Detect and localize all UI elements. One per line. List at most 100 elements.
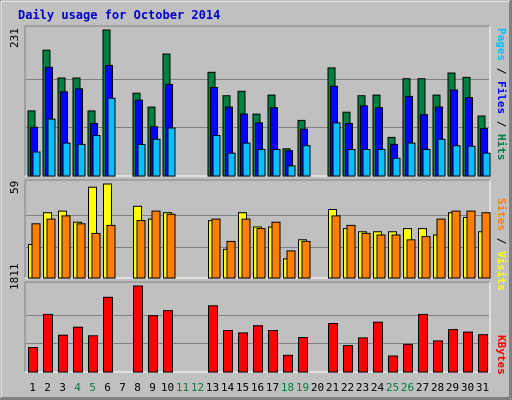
- kbytes-bar: [388, 355, 398, 373]
- day-label: 2: [44, 381, 51, 394]
- legend-separator: /: [495, 114, 508, 134]
- day-label: 11: [176, 381, 189, 394]
- sites-bar: [391, 234, 401, 279]
- pages-bar: [332, 122, 341, 177]
- day-label: 4: [74, 381, 81, 394]
- sites-bar: [421, 236, 431, 279]
- legend-hits: Hits: [495, 134, 508, 161]
- sites-bar: [481, 212, 491, 279]
- day-label: 14: [221, 381, 235, 394]
- kbytes-bar: [403, 343, 413, 373]
- kbytes-bar: [253, 325, 263, 373]
- sites-bar: [376, 234, 386, 279]
- kbytes-bar: [343, 345, 353, 373]
- sites-bar: [466, 210, 476, 279]
- kbytes-bar: [268, 330, 278, 373]
- kbytes-bar: [238, 332, 248, 373]
- pages-bar: [422, 149, 431, 177]
- day-label: 21: [326, 381, 339, 394]
- sites-bar: [136, 220, 146, 279]
- sites-bar: [91, 232, 101, 279]
- sites-bar: [151, 210, 161, 279]
- pages-bar: [212, 135, 221, 177]
- day-label: 16: [251, 381, 264, 394]
- kbytes-bar: [448, 329, 458, 373]
- sites-bar: [46, 218, 56, 279]
- day-label: 5: [89, 381, 96, 394]
- sites-bar: [451, 210, 461, 279]
- hits-files-pages-panel: [24, 25, 491, 177]
- sites-bar: [106, 224, 116, 279]
- sites-bar: [256, 228, 266, 279]
- sites-bar: [226, 240, 236, 279]
- day-label: 27: [416, 381, 429, 394]
- pages-bar: [167, 127, 176, 177]
- legend-separator: /: [495, 231, 508, 251]
- legend-files: Files: [495, 81, 508, 115]
- day-label: 6: [104, 381, 111, 394]
- pages-bar: [467, 145, 476, 177]
- legend-kbytes: KBytes: [495, 335, 508, 375]
- pages-bar: [377, 149, 386, 177]
- day-label: 30: [461, 381, 474, 394]
- day-label: 3: [59, 381, 66, 394]
- pages-bar: [287, 165, 296, 177]
- day-label: 15: [236, 381, 249, 394]
- sites-bar: [166, 213, 176, 279]
- kbytes-bar: [58, 334, 68, 373]
- kbytes-bar: [418, 313, 428, 373]
- kbytes-bar: [223, 330, 233, 373]
- legend-sites-visits: Sites / Visits: [495, 198, 508, 291]
- visits-sites-panel: [24, 179, 491, 279]
- legend-hits-files-pages: Pages / Files / Hits: [495, 28, 508, 161]
- pages-bar: [392, 157, 401, 177]
- day-label: 1: [29, 381, 36, 394]
- pages-bar: [32, 151, 41, 177]
- kbytes-bar: [28, 347, 38, 373]
- sites-bar: [61, 215, 71, 279]
- day-label: 7: [119, 381, 126, 394]
- pages-bar: [347, 149, 356, 177]
- legend-kbytes-label: KBytes: [495, 335, 508, 375]
- kbytes-axis-max-label: 1811: [8, 263, 21, 291]
- day-label: 8: [134, 381, 141, 394]
- kbytes-bar: [328, 323, 338, 373]
- day-label: 29: [446, 381, 459, 394]
- pages-bar: [407, 142, 416, 177]
- sites-bar: [331, 215, 341, 279]
- day-axis-labels: 1 2 3 4 5 6 7 8 9 10 11 12 13 14 15 16 17 18 19 20 21 22 23 24 2…: [29, 381, 489, 394]
- pages-bar: [77, 143, 86, 177]
- pages-bar: [437, 138, 446, 177]
- pages-bar: [272, 149, 281, 177]
- kbytes-bar: [283, 354, 293, 373]
- pages-bar: [92, 135, 101, 177]
- pages-bar: [452, 145, 461, 177]
- legend-visits: Visits: [495, 251, 508, 291]
- day-label: 24: [371, 381, 385, 394]
- kbytes-bar: [298, 337, 308, 373]
- kbytes-panel: [24, 281, 491, 373]
- day-label: 12: [191, 381, 204, 394]
- sites-bar: [346, 224, 356, 279]
- legend-sites: Sites: [495, 198, 508, 232]
- kbytes-bar: [478, 334, 488, 373]
- day-label: 10: [161, 381, 174, 394]
- day-label: 17: [266, 381, 279, 394]
- day-label: 31: [476, 381, 489, 394]
- day-label: 28: [431, 381, 444, 394]
- visits-axis-max-label: 59: [8, 180, 21, 194]
- pages-bar: [107, 97, 116, 177]
- legend-separator: /: [495, 61, 508, 81]
- pages-bar: [482, 152, 491, 177]
- kbytes-bar: [148, 315, 158, 373]
- pages-bar: [242, 142, 251, 177]
- chart-title: Daily usage for October 2014: [18, 8, 221, 22]
- day-label: 20: [311, 381, 324, 394]
- pages-bar: [152, 138, 161, 177]
- day-label: 26: [401, 381, 414, 394]
- sites-bar: [271, 221, 281, 279]
- sites-bar: [361, 232, 371, 279]
- pages-bar: [62, 142, 71, 177]
- sites-bar: [436, 218, 446, 279]
